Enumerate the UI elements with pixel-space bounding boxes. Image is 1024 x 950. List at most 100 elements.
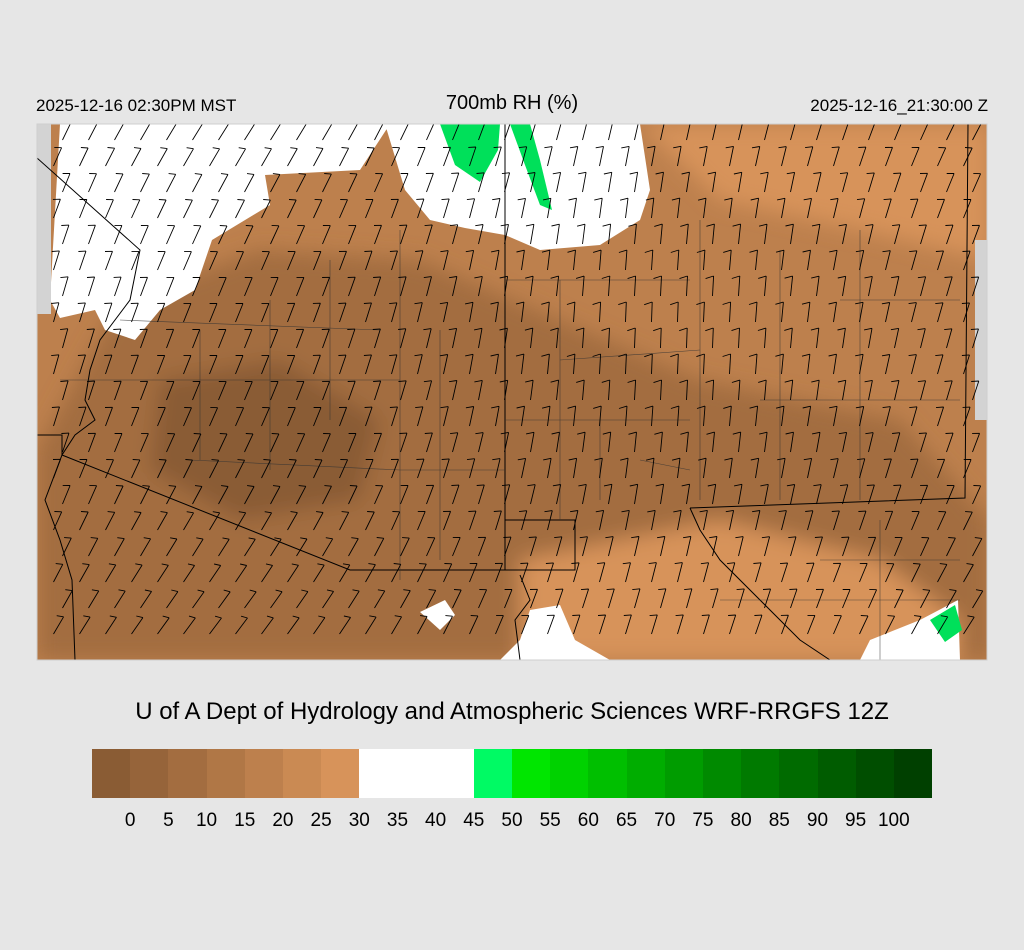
wind-barb [684, 588, 693, 609]
wind-barb [750, 197, 760, 219]
wind-barb [972, 432, 981, 453]
wind-barb [686, 124, 691, 141]
wind-barb [322, 380, 331, 401]
wind-barb [79, 511, 89, 531]
wind-barb [528, 536, 537, 557]
wind-barb [645, 457, 655, 479]
wind-barb [235, 563, 248, 583]
wind-barb [618, 353, 627, 375]
wind-barb [79, 459, 88, 479]
wind-barb [441, 198, 450, 219]
wind-barb [157, 199, 167, 219]
wind-barb [88, 124, 98, 141]
wind-barb [971, 380, 980, 401]
wind-barb [114, 433, 123, 453]
wind-barb [131, 563, 143, 583]
wind-barb [734, 483, 743, 505]
wind-barb [918, 224, 927, 245]
wind-barb [541, 405, 551, 427]
wind-barb [474, 327, 483, 349]
wind-barb [760, 171, 769, 193]
wind-barb [582, 124, 588, 141]
wind-barb [452, 589, 462, 609]
wind-barb [426, 589, 437, 609]
wind-barb [814, 536, 823, 557]
wind-barb [541, 301, 550, 323]
wind-barb [389, 250, 398, 271]
wind-barb [525, 223, 535, 245]
wind-barb [543, 457, 552, 479]
wind-barb [908, 354, 917, 375]
wind-barb [439, 301, 449, 323]
wind-barb [130, 354, 139, 375]
wind-barb [209, 355, 218, 375]
wind-barb [88, 484, 98, 505]
wind-barb [748, 353, 758, 375]
colorbar-swatch [130, 749, 169, 798]
rh-moist-northwest [50, 124, 390, 340]
wind-barb [868, 536, 877, 557]
wind-barb [391, 615, 402, 635]
wind-barb [679, 275, 688, 297]
wind-barb [347, 328, 356, 349]
wind-barb [707, 483, 717, 505]
wind-barb [287, 407, 296, 427]
wind-barb [838, 431, 848, 453]
wind-barb [501, 172, 511, 193]
wind-barb [893, 484, 902, 505]
wind-barb [365, 563, 376, 583]
wind-barb [759, 431, 768, 453]
wind-barb [365, 199, 374, 219]
wind-barb [476, 172, 485, 193]
wind-barb [813, 172, 822, 193]
wind-barb [757, 327, 767, 349]
wind-barb [749, 405, 759, 427]
wind-barb [680, 223, 689, 245]
wind-barb [634, 124, 639, 141]
wind-barb [192, 485, 203, 505]
wind-barb [465, 249, 475, 271]
wind-barb [348, 485, 358, 505]
wind-barb [972, 537, 983, 557]
wind-barb [244, 433, 254, 453]
wind-barb [166, 276, 175, 297]
wind-barb [972, 172, 982, 193]
wind-barb [61, 224, 70, 245]
wind-barb [365, 459, 374, 479]
wind-barb [653, 327, 662, 349]
wind-barb [805, 510, 814, 531]
wind-barb [515, 301, 525, 323]
wind-barb [761, 536, 771, 557]
wind-barb [961, 302, 970, 323]
wind-barb [374, 589, 386, 609]
wind-barb [945, 432, 954, 453]
colorbar-swatch [435, 749, 474, 798]
wind-barb [79, 199, 88, 219]
wind-barb [493, 146, 502, 167]
wind-barb [296, 380, 305, 401]
wind-barb [244, 329, 253, 349]
wind-barb [937, 147, 947, 167]
wind-barb [810, 327, 820, 349]
wind-barb [87, 224, 96, 245]
wind-barb [855, 406, 865, 427]
wind-barb [322, 537, 334, 557]
colorbar-swatch [588, 749, 627, 798]
wind-barb [78, 250, 87, 271]
wind-barb [724, 457, 733, 479]
wind-barb [62, 589, 73, 609]
wind-barb [322, 173, 332, 193]
wind-barb [209, 511, 221, 531]
wind-barb [348, 124, 358, 141]
wind-barb [971, 224, 980, 245]
wind-barb [468, 146, 477, 167]
wind-barb [417, 147, 426, 167]
wind-barb [313, 198, 323, 219]
wind-barb [698, 457, 707, 479]
wind-barb [602, 431, 612, 453]
wind-barb [945, 224, 954, 245]
colorbar-swatch [779, 749, 818, 798]
wind-barb [261, 251, 270, 271]
wind-barb [79, 147, 89, 167]
wind-barb [399, 432, 408, 453]
